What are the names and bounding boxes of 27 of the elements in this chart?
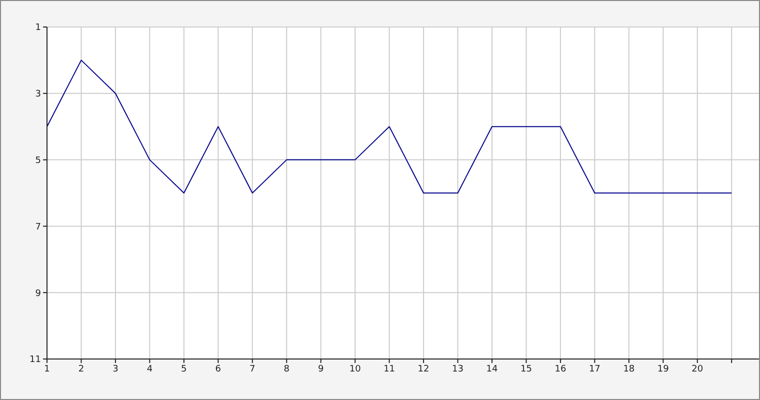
y-tick-label: 9 — [35, 288, 42, 299]
x-tick-label: 20 — [692, 364, 704, 374]
x-tick-label: 12 — [418, 364, 430, 374]
y-tick-label: 3 — [35, 90, 41, 100]
line-series — [47, 60, 732, 194]
x-tick-label: 18 — [623, 364, 635, 374]
x-tick-label: 11 — [384, 364, 396, 374]
x-tick-label: 9 — [318, 364, 324, 374]
x-tick-label: 4 — [146, 364, 153, 374]
x-tick-label: 1 — [44, 364, 50, 374]
y-tick-label: 11 — [30, 355, 41, 366]
x-tick-label: 3 — [112, 364, 118, 374]
x-tick-label: 10 — [349, 364, 362, 374]
x-tick-label: 2 — [78, 364, 84, 374]
x-tick-label: 6 — [215, 364, 222, 374]
y-tick-label: 7 — [35, 222, 41, 232]
x-tick-label: 14 — [486, 364, 498, 374]
y-tick-label: 5 — [35, 156, 41, 166]
x-tick-label: 19 — [657, 364, 670, 374]
x-tick-label: 8 — [284, 364, 290, 374]
x-tick-label: 13 — [452, 364, 464, 374]
x-tick-label: 17 — [588, 364, 600, 374]
x-tick-label: 16 — [554, 364, 566, 374]
x-tick-label: 15 — [520, 364, 532, 374]
x-tick-label: 5 — [181, 364, 187, 374]
x-tick-label: 7 — [250, 364, 256, 374]
y-tick-label: 1 — [35, 23, 41, 34]
